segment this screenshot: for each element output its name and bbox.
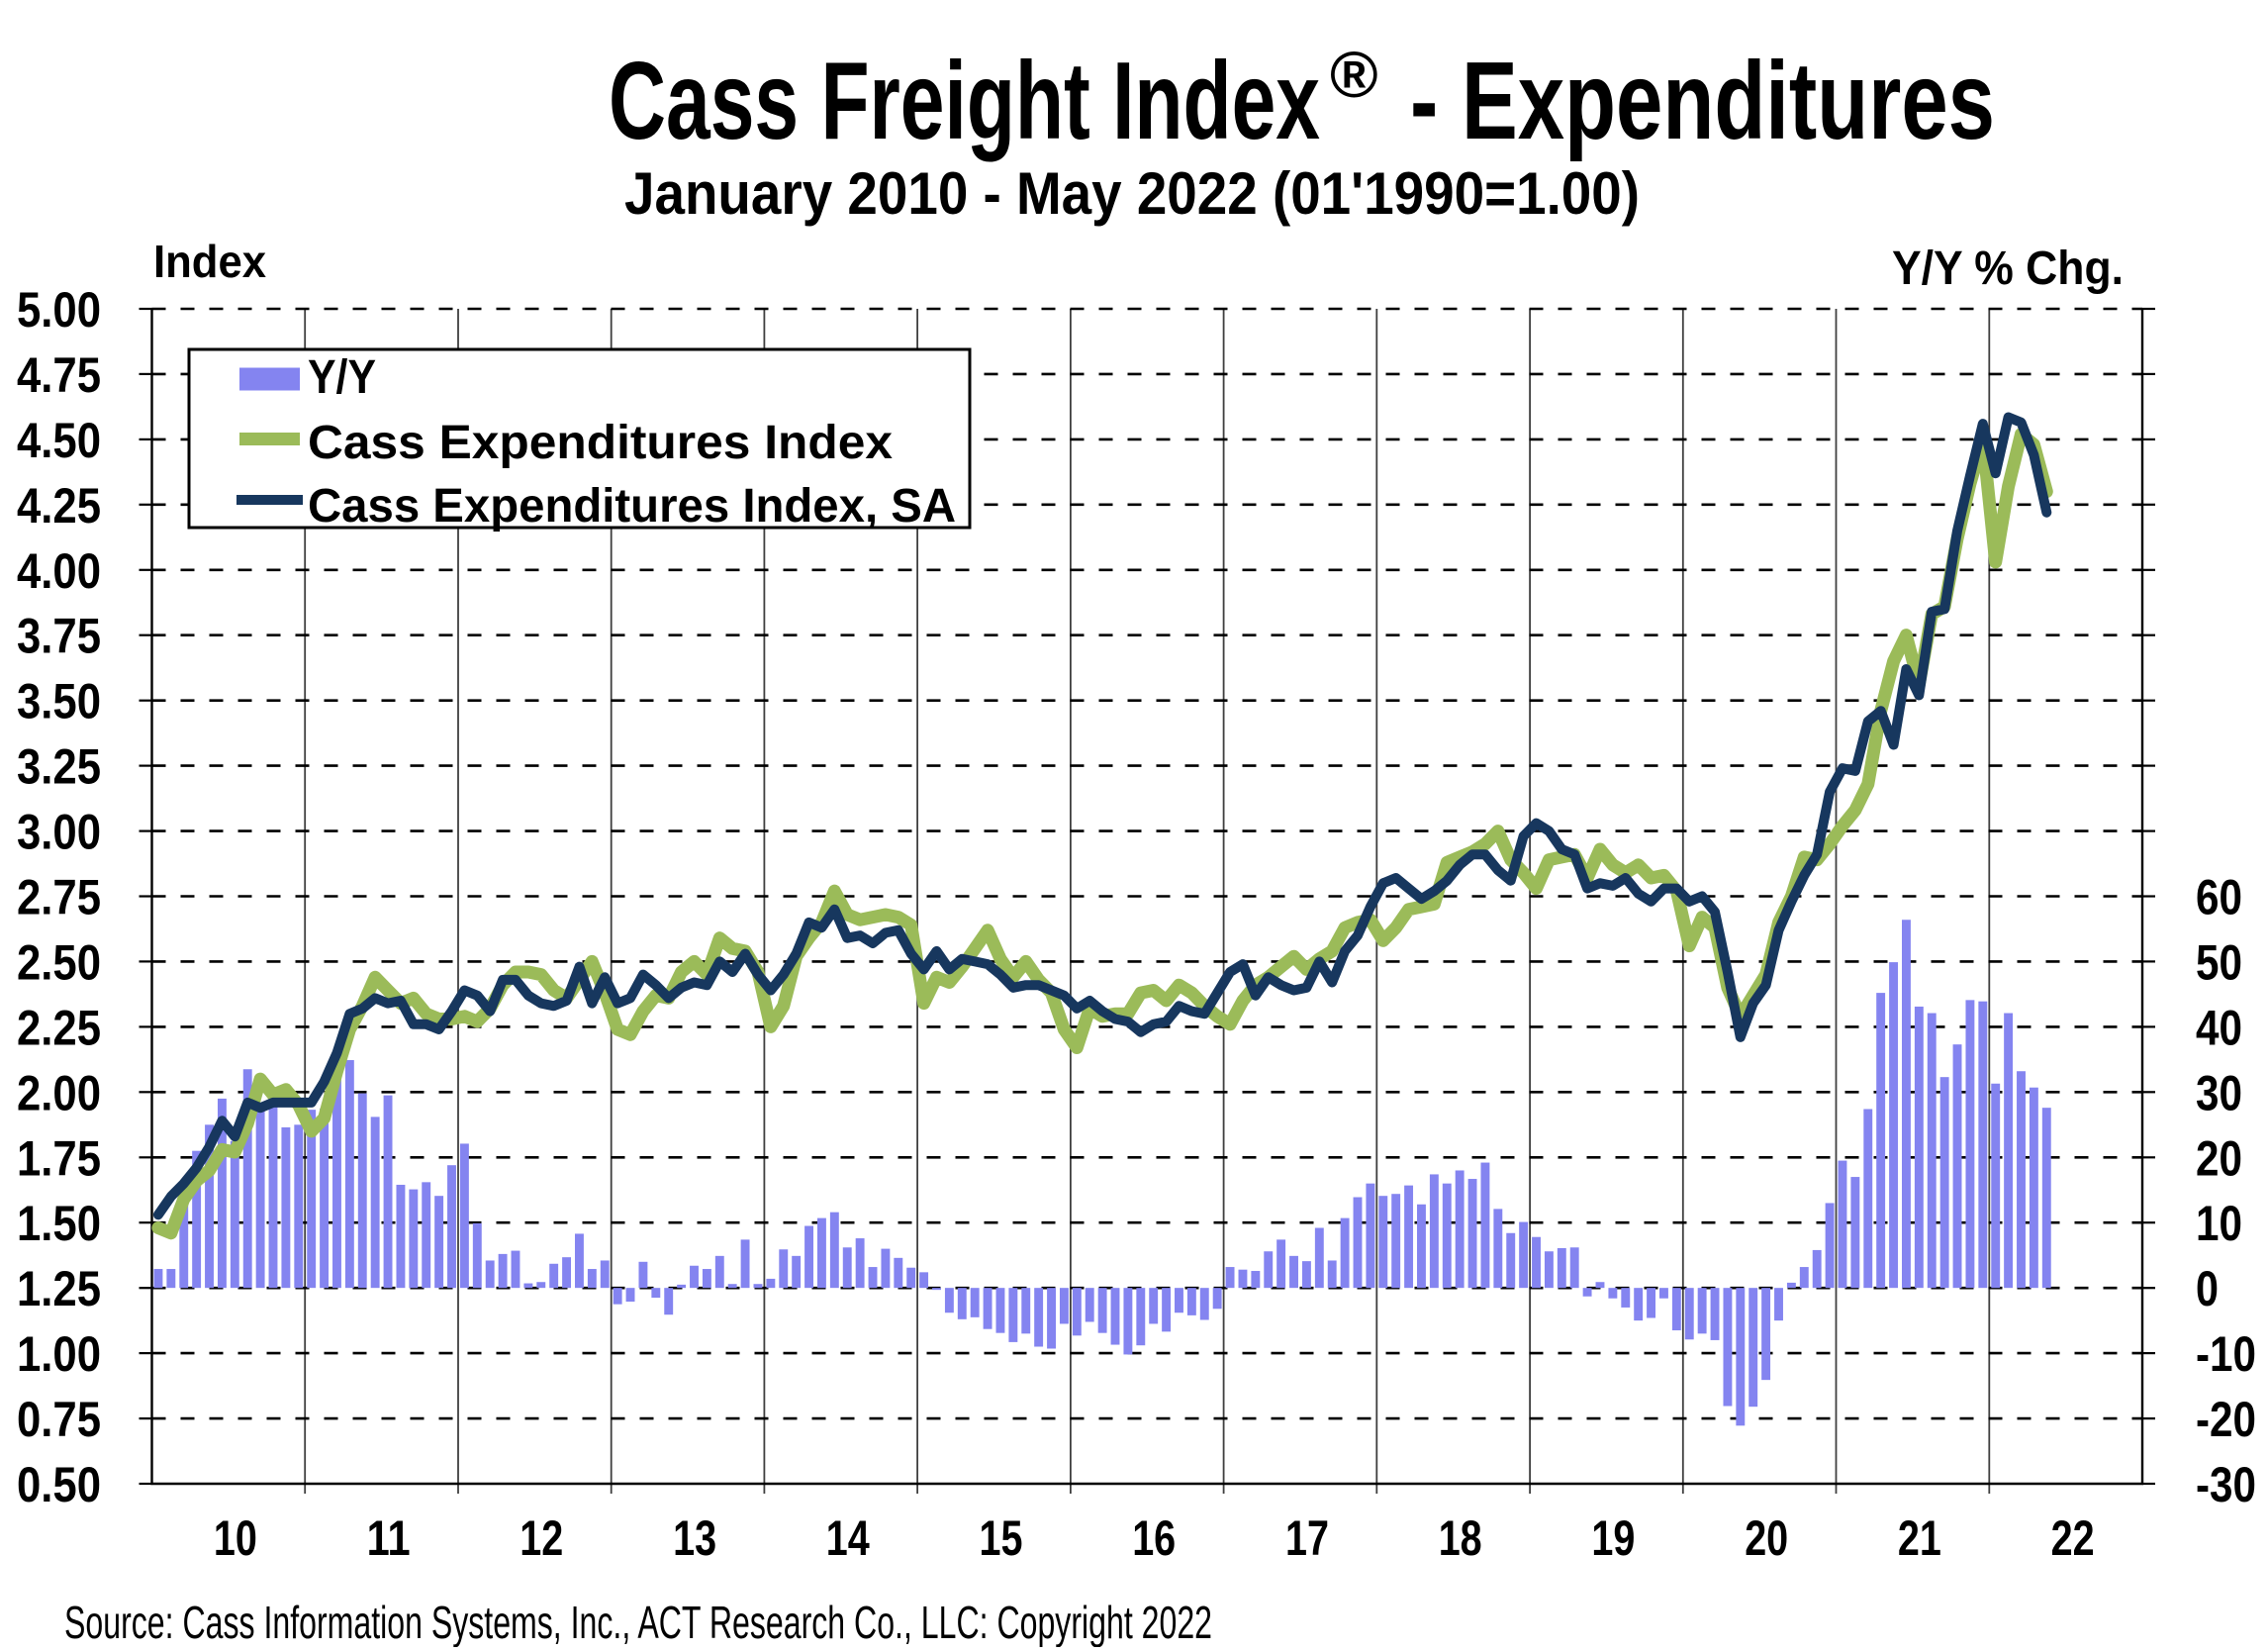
svg-text:2.50: 2.50 xyxy=(17,934,101,990)
svg-text:21: 21 xyxy=(1898,1510,1941,1566)
svg-text:10: 10 xyxy=(2196,1196,2242,1251)
svg-text:2.75: 2.75 xyxy=(17,870,101,925)
svg-text:14: 14 xyxy=(826,1510,870,1566)
svg-text:13: 13 xyxy=(673,1510,716,1566)
svg-text:0.75: 0.75 xyxy=(17,1392,101,1447)
svg-text:12: 12 xyxy=(520,1510,563,1566)
svg-text:10: 10 xyxy=(214,1510,257,1566)
svg-text:11: 11 xyxy=(367,1510,411,1566)
svg-text:3.75: 3.75 xyxy=(17,609,101,664)
svg-text:5.00: 5.00 xyxy=(17,282,101,338)
svg-text:4.25: 4.25 xyxy=(17,478,101,534)
svg-text:3.50: 3.50 xyxy=(17,674,101,729)
svg-text:1.75: 1.75 xyxy=(17,1130,101,1186)
svg-text:30: 30 xyxy=(2196,1065,2242,1120)
svg-text:0: 0 xyxy=(2196,1261,2219,1316)
svg-text:4.50: 4.50 xyxy=(17,413,101,468)
svg-text:4.00: 4.00 xyxy=(17,543,101,599)
svg-text:-10: -10 xyxy=(2196,1326,2256,1382)
svg-text:1.00: 1.00 xyxy=(17,1326,101,1382)
svg-text:Index: Index xyxy=(153,236,266,287)
svg-text:2.00: 2.00 xyxy=(17,1065,101,1120)
svg-text:Y/Y: Y/Y xyxy=(308,351,376,404)
svg-text:2.25: 2.25 xyxy=(17,1000,101,1055)
svg-text:3.25: 3.25 xyxy=(17,739,101,795)
svg-text:1.50: 1.50 xyxy=(17,1196,101,1251)
svg-text:40: 40 xyxy=(2196,1000,2242,1055)
svg-text:Cass Freight Index: Cass Freight Index xyxy=(609,40,1320,162)
svg-text:®: ® xyxy=(1330,38,1378,111)
svg-text:-20: -20 xyxy=(2196,1392,2256,1447)
svg-text:60: 60 xyxy=(2196,870,2242,925)
svg-text:16: 16 xyxy=(1132,1510,1176,1566)
svg-text:0.50: 0.50 xyxy=(17,1457,101,1512)
svg-text:1.25: 1.25 xyxy=(17,1261,101,1316)
svg-text:Source: Cass Information Syste: Source: Cass Information Systems, Inc., … xyxy=(64,1597,1212,1647)
svg-text:4.75: 4.75 xyxy=(17,347,101,403)
svg-text:20: 20 xyxy=(1745,1510,1788,1566)
svg-text:Y/Y % Chg.: Y/Y % Chg. xyxy=(1892,243,2124,295)
svg-text:20: 20 xyxy=(2196,1130,2242,1186)
svg-text:-30: -30 xyxy=(2196,1457,2256,1512)
svg-text:15: 15 xyxy=(980,1510,1023,1566)
svg-text:19: 19 xyxy=(1591,1510,1635,1566)
svg-text:3.00: 3.00 xyxy=(17,805,101,860)
svg-text:18: 18 xyxy=(1439,1510,1482,1566)
svg-text:22: 22 xyxy=(2051,1510,2095,1566)
svg-text:- Expenditures: - Expenditures xyxy=(1410,40,1995,162)
svg-text:17: 17 xyxy=(1285,1510,1329,1566)
svg-text:January 2010 - May 2022 (01'19: January 2010 - May 2022 (01'1990=1.00) xyxy=(624,160,1640,227)
svg-text:50: 50 xyxy=(2196,934,2242,990)
svg-text:Cass Expenditures Index: Cass Expenditures Index xyxy=(308,417,893,469)
svg-text:Cass Expenditures Index, SA: Cass Expenditures Index, SA xyxy=(308,480,956,533)
